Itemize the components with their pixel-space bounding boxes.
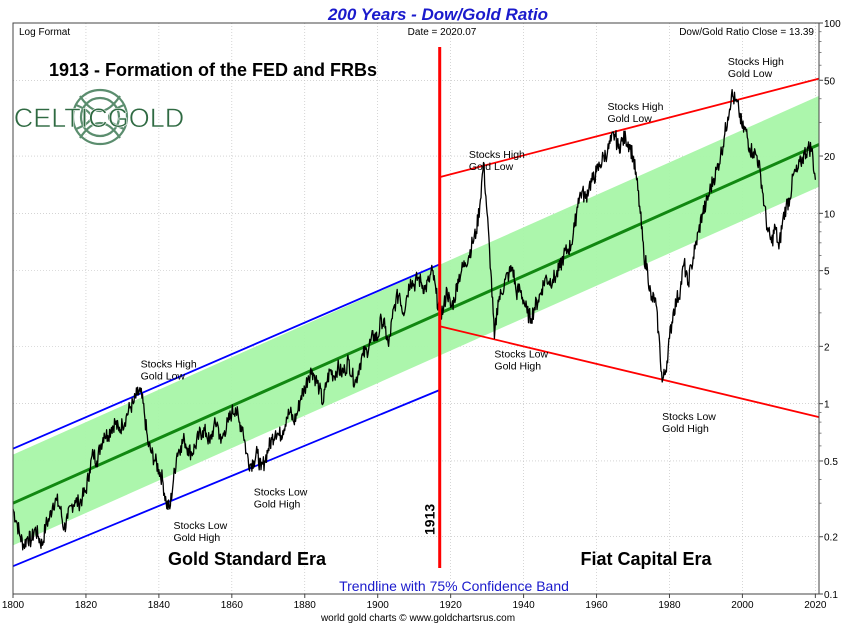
- y-tick-label: 0.1: [824, 590, 838, 601]
- x-tick-label: 1900: [367, 600, 390, 611]
- era-label-fiat-capital: Fiat Capital Era: [580, 549, 712, 569]
- y-tick-label: 10: [824, 209, 836, 220]
- header-date: Date = 2020.07: [408, 27, 477, 38]
- annotation-line2: Gold High: [254, 498, 301, 510]
- annotation-line1: Stocks Low: [662, 411, 716, 423]
- x-tick-label: 1840: [148, 600, 171, 611]
- annotation-line1: Stocks High: [728, 56, 784, 68]
- y-tick-label: 1: [824, 400, 830, 411]
- annotation-line1: Stocks Low: [173, 520, 227, 532]
- red-channel-line: [439, 77, 820, 178]
- annotation-line1: Stocks High: [141, 358, 197, 370]
- annotation-line2: Gold Low: [607, 113, 652, 125]
- x-tick-label: 1820: [75, 600, 98, 611]
- x-tick-label: 2000: [731, 600, 754, 611]
- header-log-format: Log Format: [19, 27, 70, 38]
- celticgold-logo: CELTICGOLD: [13, 88, 185, 146]
- annotation-line1: Stocks High: [469, 149, 525, 161]
- y-tick-label: 0.2: [824, 533, 838, 544]
- x-tick-label: 2020: [804, 600, 827, 611]
- band-caption: Trendline with 75% Confidence Band: [339, 578, 569, 594]
- red-channel-line: [439, 325, 820, 418]
- y-tick-label: 0.5: [824, 457, 838, 468]
- annotation-line1: Stocks Low: [494, 348, 548, 360]
- footer-credit: world gold charts © www.goldchartsrus.co…: [320, 613, 515, 624]
- annotation-line2: Gold High: [173, 532, 220, 544]
- x-tick-label: 1880: [294, 600, 317, 611]
- chart-title: 200 Years - Dow/Gold Ratio: [327, 5, 548, 24]
- event-layer: 1913: [422, 47, 442, 568]
- plot-frame: [12, 22, 820, 595]
- dow-gold-ratio-line: [12, 88, 817, 551]
- x-tick-label: 1860: [221, 600, 244, 611]
- annotation-line2: Gold High: [662, 423, 709, 435]
- axis-layer: 1800 1820 1840 1860 1880 1900 1920 1940 1960 1980…: [2, 19, 841, 611]
- era-label-gold-standard: Gold Standard Era: [168, 549, 327, 569]
- logo-wordmark: CELTICGOLD: [14, 103, 185, 133]
- header-ratio-close: Dow/Gold Ratio Close = 13.39: [679, 27, 814, 38]
- blue-channel-line: [12, 263, 441, 450]
- blue-channel-line: [12, 389, 441, 568]
- x-tick-label: 1960: [585, 600, 608, 611]
- annotation-line2: Gold High: [494, 360, 541, 372]
- annotation-line2: Gold Low: [469, 161, 514, 173]
- annotation-line1: Stocks High: [607, 101, 663, 113]
- x-tick-label: 1800: [2, 600, 25, 611]
- x-tick-label: 1980: [658, 600, 681, 611]
- series-layer: [12, 88, 817, 551]
- y-tick-label: 50: [824, 76, 836, 87]
- x-tick-label: 1920: [440, 600, 463, 611]
- y-tick-label: 5: [824, 267, 830, 278]
- headline-fed-formation: 1913 - Formation of the FED and FRBs: [49, 60, 377, 80]
- y-tick-label: 20: [824, 152, 836, 163]
- celtic-knot-icon: [71, 88, 129, 146]
- y-tick-label: 2: [824, 342, 830, 353]
- annotation-line1: Stocks Low: [254, 486, 308, 498]
- confidence-band: [13, 95, 819, 546]
- annotation-line2: Gold Low: [728, 68, 773, 80]
- event-line-label: 1913: [422, 504, 438, 535]
- channel-lines-layer: [12, 77, 820, 568]
- x-tick-label: 1940: [512, 600, 535, 611]
- annotation-line2: Gold Low: [141, 370, 186, 382]
- y-tick-label: 100: [824, 19, 841, 30]
